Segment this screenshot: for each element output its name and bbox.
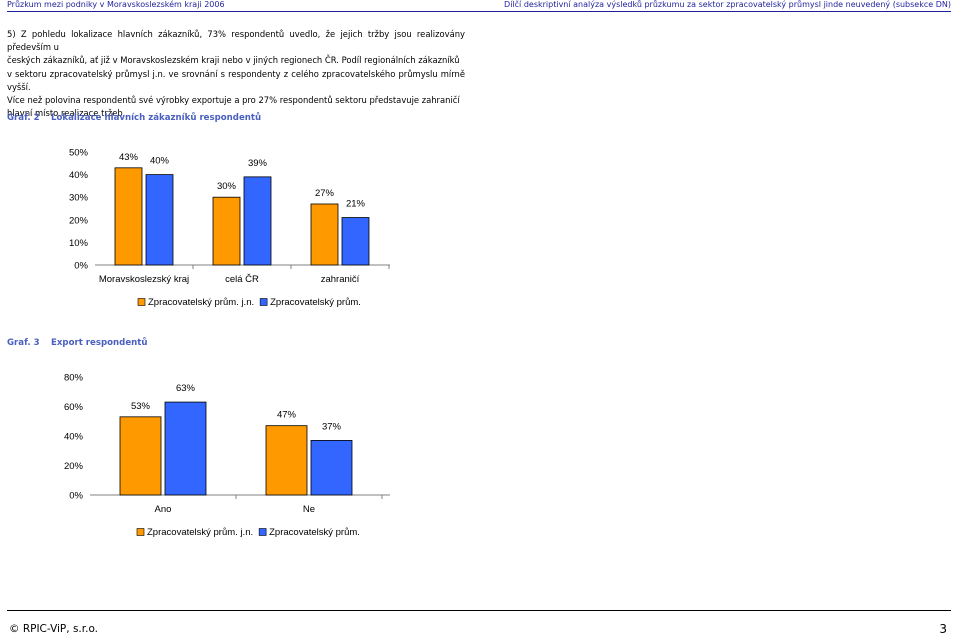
bar-series2 (145, 174, 174, 266)
legend-swatch (136, 528, 145, 536)
y-tick-label: 0% (74, 261, 88, 272)
y-tick-label: 50% (69, 148, 89, 159)
header-right-text: Dílčí deskriptivní analýza výsledků průz… (504, 0, 951, 9)
y-tick-label: 30% (69, 193, 89, 204)
y-tick-label: 80% (64, 373, 84, 384)
page-number: 3 (939, 622, 947, 636)
data-label: 53% (131, 401, 151, 412)
y-tick-label: 60% (64, 402, 84, 413)
data-label: 30% (217, 181, 237, 192)
legend-label: Zpracovatelský prům. (269, 527, 360, 538)
data-label: 47% (277, 410, 297, 421)
y-tick-label: 0% (69, 491, 83, 502)
legend-swatch (259, 298, 268, 306)
bar-series2 (164, 401, 207, 496)
y-tick-label: 20% (69, 215, 89, 226)
graph3-title: Export respondentů (51, 338, 148, 348)
y-tick-label: 10% (69, 238, 89, 249)
legend-label: Zpracovatelský prům. j.n. (147, 527, 253, 538)
bar-series1 (265, 425, 308, 496)
page-header: Průzkum mezi podniky v Moravskoslezském … (7, 0, 951, 12)
bar-series2 (310, 440, 353, 496)
category-label: Ne (303, 504, 315, 515)
bar-series1 (114, 167, 143, 266)
data-label: 40% (150, 156, 170, 167)
legend-label: Zpracovatelský prům. j.n. (148, 297, 254, 308)
graph3-number: Graf. 3 (7, 338, 40, 348)
bar-series1 (310, 203, 339, 266)
bar-series1 (212, 196, 241, 266)
data-label: 43% (119, 152, 139, 163)
paragraph-line: hlavní místo realizace tržeb. (7, 108, 126, 119)
bar-series2 (341, 217, 370, 266)
graph3-heading: Graf. 3 Export respondentů (7, 338, 148, 348)
body-paragraph: 5) Z pohledu lokalizace hlavních zákazní… (7, 28, 465, 120)
legend-swatch (137, 298, 146, 306)
data-label: 21% (346, 199, 366, 210)
data-label: 39% (248, 158, 268, 169)
chart-customer-location: 0% 10% 20% 30% 40% 50% 43% 40% Moravskoslezský k… (69, 148, 390, 308)
paragraph-line: 5) Z pohledu lokalizace hlavních zákazní… (7, 29, 465, 53)
graph2-title: Lokalizace hlavních zákazníků respondent… (51, 113, 262, 123)
legend-swatch (258, 528, 267, 536)
bar-series1 (119, 416, 162, 496)
footer-copyright: © RPIC-ViP, s.r.o. (9, 623, 99, 635)
chart-export: 0% 20% 40% 60% 80% 53% 63% Ano 47% 37% Ne Zpracovat… (64, 373, 390, 538)
data-label: 27% (315, 188, 335, 199)
graph2-number: Graf. 2 (7, 113, 40, 123)
paragraph-line: v sektoru zpracovatelský průmysl j.n. ve… (7, 68, 465, 92)
paragraph-line: Více než polovina respondentů své výrobk… (7, 95, 460, 106)
y-tick-label: 20% (64, 461, 84, 472)
page-footer: © RPIC-ViP, s.r.o. 3 (7, 610, 951, 637)
data-label: 63% (176, 383, 196, 394)
data-label: 37% (322, 421, 342, 432)
graph2-heading: Graf. 2 Lokalizace hlavních zákazníků res… (7, 113, 261, 123)
y-tick-label: 40% (69, 170, 89, 181)
legend-label: Zpracovatelský prům. (270, 297, 361, 308)
category-label: Moravskoslezský kraj (99, 274, 189, 285)
bar-series2 (243, 176, 272, 266)
category-label: Ano (155, 504, 172, 515)
paragraph-line: českých zákazníků, ať již v Moravskoslez… (7, 55, 460, 66)
category-label: celá ČR (225, 274, 259, 285)
category-label: zahraničí (321, 274, 360, 285)
header-left-text: Průzkum mezi podniky v Moravskoslezském … (7, 0, 225, 9)
y-tick-label: 40% (64, 432, 84, 443)
